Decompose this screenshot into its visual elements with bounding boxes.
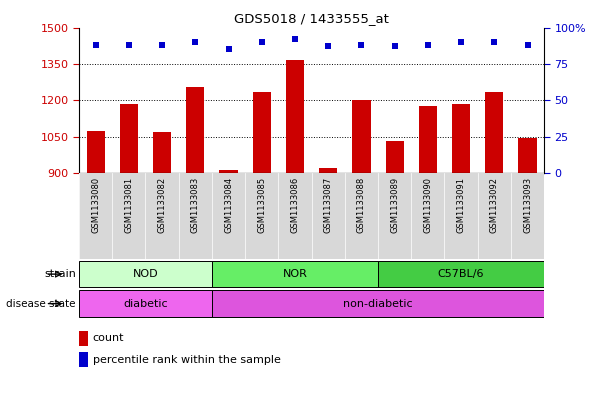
Text: GSM1133093: GSM1133093: [523, 177, 532, 233]
Bar: [352, 100, 370, 391]
Text: diabetic: diabetic: [123, 299, 168, 309]
Bar: [485, 92, 503, 391]
Text: GSM1133092: GSM1133092: [490, 177, 499, 233]
Bar: [419, 106, 437, 391]
Bar: [378, 261, 544, 287]
Text: GSM1133090: GSM1133090: [423, 177, 432, 233]
Text: GSM1133085: GSM1133085: [257, 177, 266, 233]
Text: count: count: [92, 333, 124, 343]
Text: GSM1133080: GSM1133080: [91, 177, 100, 233]
Bar: [79, 290, 212, 317]
Bar: [79, 352, 88, 367]
Bar: [212, 261, 378, 287]
Title: GDS5018 / 1433555_at: GDS5018 / 1433555_at: [234, 12, 389, 25]
Text: disease state: disease state: [7, 299, 76, 309]
Bar: [86, 130, 105, 391]
Text: GSM1133082: GSM1133082: [157, 177, 167, 233]
Text: GSM1133087: GSM1133087: [323, 177, 333, 233]
Bar: [385, 141, 404, 391]
Text: NOR: NOR: [283, 269, 308, 279]
Text: GSM1133091: GSM1133091: [457, 177, 466, 233]
Text: strain: strain: [44, 269, 76, 279]
Text: C57BL/6: C57BL/6: [438, 269, 485, 279]
Bar: [120, 104, 138, 391]
Bar: [286, 60, 304, 391]
Bar: [219, 171, 238, 391]
Bar: [253, 92, 271, 391]
Bar: [319, 168, 337, 391]
Text: GSM1133081: GSM1133081: [125, 177, 133, 233]
Bar: [452, 104, 470, 391]
Text: GSM1133084: GSM1133084: [224, 177, 233, 233]
Text: percentile rank within the sample: percentile rank within the sample: [92, 355, 281, 365]
Bar: [153, 132, 171, 391]
Text: GSM1133089: GSM1133089: [390, 177, 399, 233]
Text: non-diabetic: non-diabetic: [344, 299, 413, 309]
Text: GSM1133083: GSM1133083: [191, 177, 200, 233]
Bar: [212, 290, 544, 317]
Bar: [79, 261, 212, 287]
Text: NOD: NOD: [133, 269, 158, 279]
Bar: [186, 87, 204, 391]
Bar: [79, 331, 88, 346]
Text: GSM1133086: GSM1133086: [291, 177, 300, 233]
Bar: [519, 138, 537, 391]
Text: GSM1133088: GSM1133088: [357, 177, 366, 233]
